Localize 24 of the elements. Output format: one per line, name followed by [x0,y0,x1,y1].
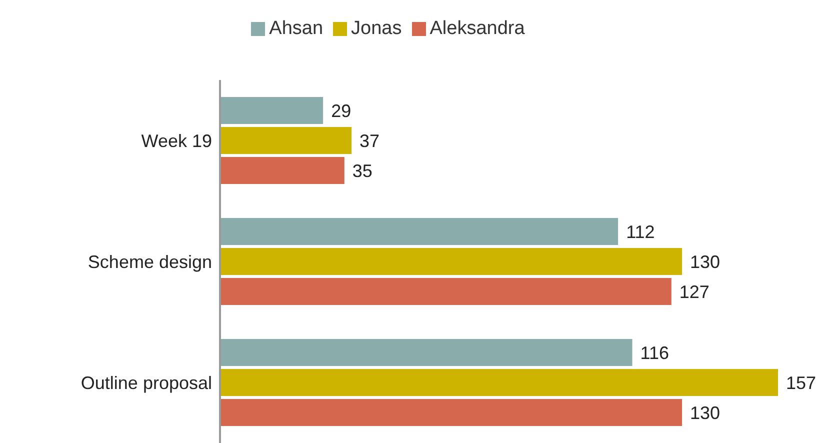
data-label: 127 [679,282,710,302]
data-label: 130 [690,402,720,423]
data-label: 29 [331,100,352,121]
data-label: 112 [626,222,655,242]
bar [220,127,352,154]
bar [220,218,618,245]
legend-label: Ahsan [269,18,324,39]
bar [220,278,672,305]
bar [220,339,632,366]
bar [220,399,682,426]
legend-label: Jonas [351,18,402,39]
data-label: 37 [360,130,380,151]
data-label: 35 [352,160,372,181]
data-label: 116 [640,342,669,363]
bar [220,97,324,124]
y-tick-label: Outline proposal [80,372,212,393]
bar [220,157,344,184]
y-tick-label: Week 19 [141,130,212,151]
data-label: 157 [786,372,816,393]
bar [220,248,682,275]
bar [220,369,778,396]
data-label: 130 [690,252,720,272]
legend-label: Aleksandra [430,18,525,39]
y-tick-label: Scheme design [88,252,212,272]
